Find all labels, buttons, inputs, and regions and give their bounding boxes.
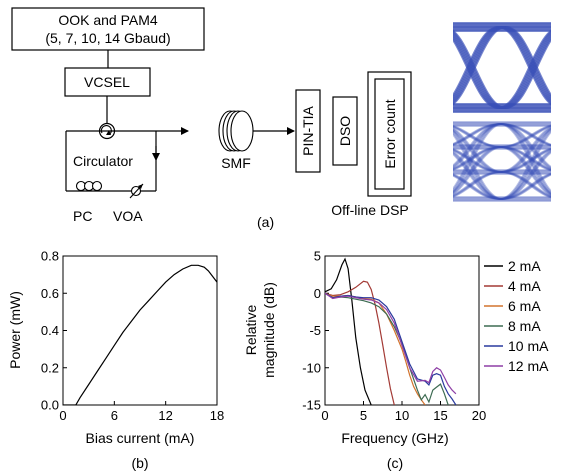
x-tick-label: 6 xyxy=(111,408,118,423)
x-tick-label: 12 xyxy=(158,408,172,423)
chart-c-legend: 2 mA 4 mA 6 mA 8 mA 10 mA 12 mA xyxy=(484,258,549,374)
chart-power-vs-bias: 0 6 12 18 0.0 0.2 0.4 0.6 0.8 Power (mW) Bias cu… xyxy=(7,249,224,472)
eye-diagram-ook xyxy=(453,20,551,116)
legend-entry: 2 mA xyxy=(508,258,541,274)
x-tick-label: 0 xyxy=(59,408,66,423)
dso-label: DSO xyxy=(337,116,353,146)
polarization-controller-icon xyxy=(75,180,103,192)
legend-entry: 6 mA xyxy=(508,298,541,314)
y-tick-label: 5 xyxy=(314,249,321,264)
y-tick-label: -10 xyxy=(302,360,321,375)
y-tick-label: 0.6 xyxy=(41,286,59,301)
y-tick-label: 0.8 xyxy=(41,249,59,264)
voa-label: VOA xyxy=(113,208,143,224)
x-tick-label: 10 xyxy=(395,408,409,423)
legend-entry: 12 mA xyxy=(508,358,549,374)
y-tick-label: -15 xyxy=(302,398,321,413)
legend-entry: 10 mA xyxy=(508,338,549,354)
x-tick-label: 15 xyxy=(433,408,447,423)
chart-c-ylabel-line2: magnitude (dB) xyxy=(261,282,277,378)
x-tick-label: 18 xyxy=(210,408,224,423)
signal-source-line2: (5, 7, 10, 14 Gbaud) xyxy=(45,30,170,46)
chart-frequency-response: 0 5 10 15 20 5 0 -5 -10 -15 Relative magnitude (d… xyxy=(243,249,549,472)
x-tick-label: 5 xyxy=(360,408,367,423)
panel-b-label: (b) xyxy=(131,455,148,471)
series-line-4-ma xyxy=(325,280,395,405)
vcsel-label: VCSEL xyxy=(84,74,130,90)
y-tick-label: 0.0 xyxy=(41,398,59,413)
error-count-label: Error count xyxy=(382,99,398,168)
y-tick-label: 0 xyxy=(314,286,321,301)
chart-c-xlabel: Frequency (GHz) xyxy=(341,430,448,446)
series-line-6-ma xyxy=(325,292,426,405)
series-line-10-ma xyxy=(325,292,457,405)
signal-source-line1: OOK and PAM4 xyxy=(58,12,158,28)
error-count-box xyxy=(374,78,405,190)
panel-c-label: (c) xyxy=(387,455,403,471)
plot-frame xyxy=(62,255,218,406)
signal-source-box xyxy=(11,7,205,51)
panel-a-label: (a) xyxy=(257,214,274,230)
pc-label: PC xyxy=(73,208,92,224)
legend-entry: 4 mA xyxy=(508,278,541,294)
chart-c-ylabel-line1: Relative xyxy=(243,305,259,356)
dso-box xyxy=(332,96,358,166)
plot-frame xyxy=(324,255,480,406)
x-tick-label: 0 xyxy=(321,408,328,423)
pin-tia-label: PIN-TIA xyxy=(300,105,316,155)
setup-diagram: OOK and PAM4 (5, 7, 10, 14 Gbaud) VCSEL … xyxy=(11,7,551,230)
y-tick-label: 0.2 xyxy=(41,360,59,375)
series-line-2-ma xyxy=(325,257,372,405)
legend-entry: 8 mA xyxy=(508,318,541,334)
y-tick-label: -5 xyxy=(309,323,321,338)
x-tick-label: 20 xyxy=(472,408,486,423)
series-line-12-ma xyxy=(325,292,457,395)
series-line-0 xyxy=(63,264,217,405)
smf-label: SMF xyxy=(221,155,251,171)
y-tick-label: 0.4 xyxy=(41,323,59,338)
vcsel-box xyxy=(64,67,151,97)
eye-diagram-pam4 xyxy=(453,118,551,206)
smf-spool-icon xyxy=(218,110,254,152)
pin-tia-box xyxy=(295,89,321,173)
offline-dsp-label: Off-line DSP xyxy=(331,202,409,218)
voa-icon xyxy=(129,183,144,199)
circulator-label: Circulator xyxy=(73,153,133,169)
chart-b-xlabel: Bias current (mA) xyxy=(86,430,195,446)
chart-b-ylabel: Power (mW) xyxy=(7,291,23,369)
